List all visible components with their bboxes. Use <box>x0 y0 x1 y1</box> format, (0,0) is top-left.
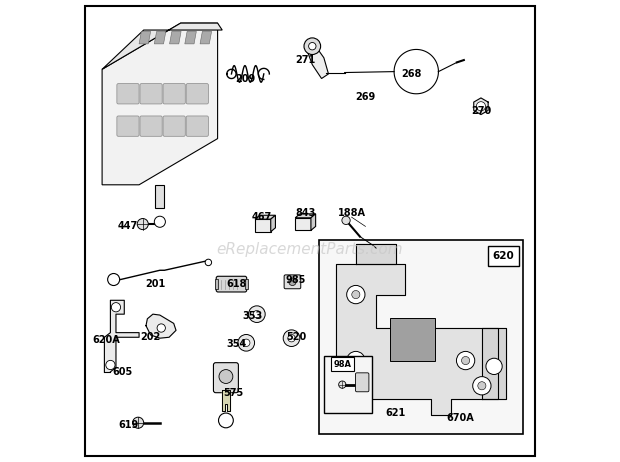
FancyBboxPatch shape <box>355 373 369 392</box>
Text: 620A: 620A <box>92 334 120 345</box>
Text: 268: 268 <box>402 69 422 79</box>
Circle shape <box>112 303 120 312</box>
FancyBboxPatch shape <box>163 116 185 136</box>
Polygon shape <box>222 390 229 411</box>
FancyBboxPatch shape <box>117 84 139 104</box>
Circle shape <box>352 357 360 365</box>
Text: 619: 619 <box>119 420 139 430</box>
Circle shape <box>205 259 211 266</box>
Text: 985: 985 <box>286 274 306 285</box>
Circle shape <box>478 382 486 390</box>
Bar <box>245 279 248 289</box>
Text: 201: 201 <box>145 279 166 289</box>
Circle shape <box>347 286 365 304</box>
FancyBboxPatch shape <box>117 116 139 136</box>
Circle shape <box>106 360 115 370</box>
Polygon shape <box>482 328 507 399</box>
FancyBboxPatch shape <box>216 276 247 292</box>
Polygon shape <box>102 23 222 69</box>
Text: 843: 843 <box>295 207 316 218</box>
Circle shape <box>157 324 166 332</box>
Bar <box>295 218 311 231</box>
Circle shape <box>288 334 295 342</box>
Polygon shape <box>146 314 176 338</box>
Circle shape <box>289 278 296 286</box>
Bar <box>215 279 218 289</box>
Text: 269: 269 <box>355 92 376 102</box>
Bar <box>391 318 435 360</box>
Polygon shape <box>295 214 316 218</box>
Text: 575: 575 <box>224 388 244 398</box>
Text: 354: 354 <box>226 339 246 349</box>
Polygon shape <box>155 185 164 208</box>
Circle shape <box>253 310 260 318</box>
Circle shape <box>133 417 144 428</box>
FancyBboxPatch shape <box>284 275 301 289</box>
Polygon shape <box>102 23 218 185</box>
Polygon shape <box>335 263 498 415</box>
Text: 188A: 188A <box>337 207 366 218</box>
Polygon shape <box>104 300 139 372</box>
FancyBboxPatch shape <box>186 116 208 136</box>
FancyBboxPatch shape <box>186 84 208 104</box>
Circle shape <box>309 43 316 50</box>
Text: 605: 605 <box>113 367 133 377</box>
Bar <box>488 246 520 266</box>
Circle shape <box>137 219 148 230</box>
Text: eReplacementParts.com: eReplacementParts.com <box>216 242 404 257</box>
Polygon shape <box>200 31 211 44</box>
Polygon shape <box>306 42 329 79</box>
Polygon shape <box>271 215 275 232</box>
Polygon shape <box>356 244 396 263</box>
Circle shape <box>347 352 365 370</box>
Polygon shape <box>311 214 316 231</box>
Circle shape <box>472 377 491 395</box>
FancyBboxPatch shape <box>140 116 162 136</box>
FancyBboxPatch shape <box>213 363 238 393</box>
Circle shape <box>242 339 250 346</box>
Circle shape <box>476 102 485 111</box>
Circle shape <box>238 334 255 351</box>
Polygon shape <box>154 31 166 44</box>
Circle shape <box>461 357 470 365</box>
Polygon shape <box>474 98 488 115</box>
Circle shape <box>342 216 350 225</box>
Text: 270: 270 <box>471 106 491 116</box>
Circle shape <box>486 358 502 375</box>
Circle shape <box>352 291 360 298</box>
Circle shape <box>304 38 321 55</box>
Text: 467: 467 <box>251 212 272 222</box>
Circle shape <box>219 370 233 383</box>
Text: 621: 621 <box>386 408 405 419</box>
FancyBboxPatch shape <box>140 84 162 104</box>
Bar <box>255 219 271 232</box>
Text: 670A: 670A <box>446 413 474 423</box>
Text: 520: 520 <box>286 332 306 342</box>
Circle shape <box>339 381 346 388</box>
Text: 209: 209 <box>235 73 255 84</box>
Circle shape <box>249 306 265 322</box>
Circle shape <box>456 352 475 370</box>
Polygon shape <box>255 215 275 219</box>
Bar <box>324 356 373 413</box>
Text: 447: 447 <box>117 221 138 231</box>
Text: 353: 353 <box>242 311 262 322</box>
Text: 202: 202 <box>141 332 161 342</box>
Bar <box>319 240 523 434</box>
Text: 618: 618 <box>226 279 246 289</box>
Text: 98A: 98A <box>334 360 352 369</box>
Polygon shape <box>169 31 181 44</box>
Circle shape <box>154 216 166 227</box>
Circle shape <box>108 274 120 286</box>
Text: 620: 620 <box>493 251 515 261</box>
Circle shape <box>283 330 300 346</box>
FancyBboxPatch shape <box>163 84 185 104</box>
Polygon shape <box>185 31 197 44</box>
Polygon shape <box>139 31 151 44</box>
Text: 271: 271 <box>295 55 316 65</box>
